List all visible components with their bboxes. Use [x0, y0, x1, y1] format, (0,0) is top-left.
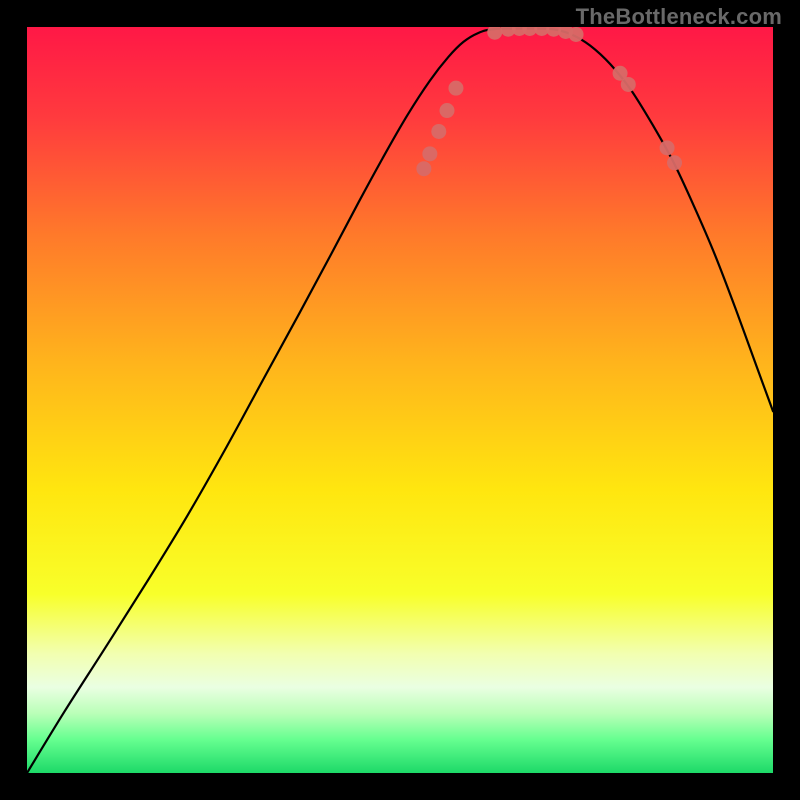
chart-container: { "watermark": { "text": "TheBottleneck.… [0, 0, 800, 800]
data-point-marker [448, 81, 463, 96]
data-point-marker [431, 124, 446, 139]
data-point-marker [422, 146, 437, 161]
bottleneck-curve [27, 27, 773, 773]
data-point-marker [440, 103, 455, 118]
data-point-marker [660, 140, 675, 155]
data-point-marker [621, 77, 636, 92]
data-point-marker [667, 155, 682, 170]
data-point-marker [569, 27, 584, 42]
data-point-marker [416, 161, 431, 176]
plot-area [25, 25, 775, 775]
data-point-marker [487, 27, 502, 40]
